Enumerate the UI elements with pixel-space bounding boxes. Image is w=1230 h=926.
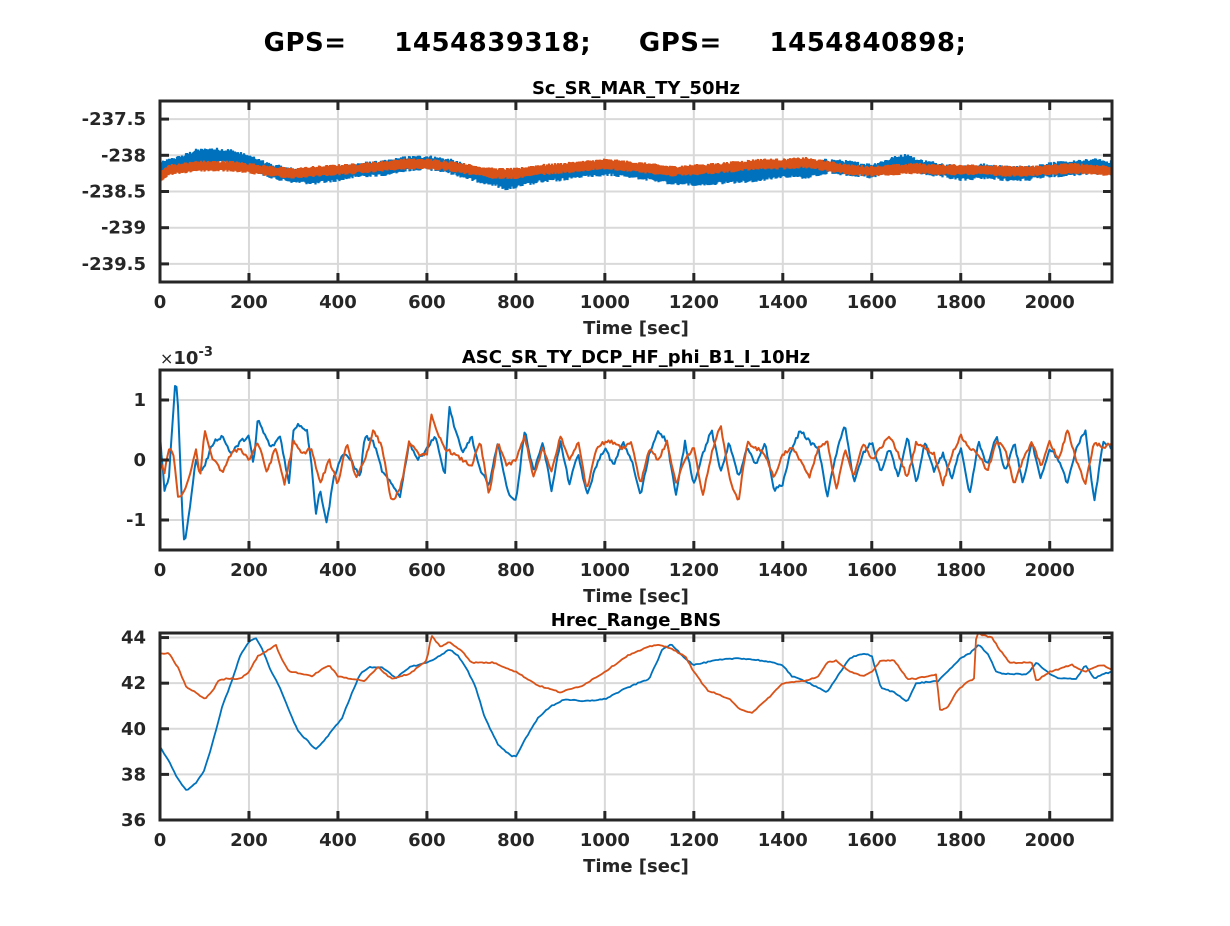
exponent-base: 10 <box>173 348 198 369</box>
x-tick-label: 800 <box>497 292 535 313</box>
series-line-2 <box>160 157 1112 182</box>
x-tick-label: 0 <box>154 560 167 581</box>
x-axis-label: Time [sec] <box>583 856 689 877</box>
x-tick-label: 0 <box>154 830 167 851</box>
y-tick-label: 38 <box>121 764 146 785</box>
y-tick-label: 1 <box>133 390 146 411</box>
x-tick-label: 1800 <box>936 292 986 313</box>
x-tick-label: 1400 <box>758 560 808 581</box>
series-line-2 <box>160 413 1112 501</box>
x-tick-label: 1000 <box>580 292 630 313</box>
series-line-2 <box>160 633 1112 714</box>
x-tick-label: 200 <box>230 830 268 851</box>
subplot-title: Hrec_Range_BNS <box>551 610 721 631</box>
x-tick-label: 400 <box>319 830 357 851</box>
subplot-sc-sr-mar-ty: Sc_SR_MAR_TY_50Hz Time [sec] 0 200 400 600 8… <box>82 78 1114 339</box>
x-tick-label: 1800 <box>936 560 986 581</box>
x-tick-label: 400 <box>319 292 357 313</box>
x-tick-label: 1000 <box>580 560 630 581</box>
y-tick-label: -238 <box>101 145 146 166</box>
x-axis-label: Time [sec] <box>583 586 689 607</box>
series-group <box>160 147 1112 191</box>
x-tick-label: 1400 <box>758 292 808 313</box>
x-tick-label: 1200 <box>669 560 719 581</box>
x-tick-label: 2000 <box>1025 830 1075 851</box>
y-tick-label: -238.5 <box>82 182 146 203</box>
y-tick-label: -237.5 <box>82 109 146 130</box>
y-tick-label: -1 <box>126 510 146 531</box>
x-tick-label: 1000 <box>580 830 630 851</box>
series-group <box>160 633 1112 791</box>
y-tick-label: 40 <box>121 719 146 740</box>
x-axis-label: Time [sec] <box>583 318 689 339</box>
x-tick-label: 1200 <box>669 830 719 851</box>
x-tick-label: 1400 <box>758 830 808 851</box>
x-tick-label: 600 <box>408 292 446 313</box>
x-tick-label: 1200 <box>669 292 719 313</box>
plot-area <box>160 633 1112 820</box>
x-tick-label: 800 <box>497 830 535 851</box>
axes-box <box>158 631 1114 822</box>
times-sign: × <box>160 349 173 368</box>
y-tick-label: 42 <box>121 673 146 694</box>
x-tick-label: 200 <box>230 560 268 581</box>
x-tick-label: 200 <box>230 292 268 313</box>
x-tick-label: 400 <box>319 560 357 581</box>
exponent-power: -3 <box>198 345 212 360</box>
x-tick-label: 0 <box>154 292 167 313</box>
y-tick-label: -239 <box>101 218 146 239</box>
x-tick-label: 600 <box>408 560 446 581</box>
y-tick-label: 0 <box>133 450 146 471</box>
y-exponent-label: ×10-3 <box>160 345 213 369</box>
y-tick-label: 36 <box>121 810 146 831</box>
series-line-1 <box>160 385 1112 541</box>
x-tick-label: 1600 <box>847 830 897 851</box>
x-tick-label: 800 <box>497 560 535 581</box>
x-tick-label: 1600 <box>847 292 897 313</box>
y-tick-label: 44 <box>121 628 146 649</box>
subplot-title: Sc_SR_MAR_TY_50Hz <box>532 78 740 99</box>
x-tick-label: 600 <box>408 830 446 851</box>
subplot-asc-sr-ty-dcp: ASC_SR_TY_DCP_HF_phi_B1_I_10Hz Time [sec… <box>126 345 1114 607</box>
subplot-hrec-range-bns: Hrec_Range_BNS Time [sec] 0 200 400 600 800 1… <box>121 610 1114 877</box>
subplot-title: ASC_SR_TY_DCP_HF_phi_B1_I_10Hz <box>462 347 810 368</box>
x-tick-label: 2000 <box>1025 292 1075 313</box>
y-tick-label: -239.5 <box>82 254 146 275</box>
series-line-1 <box>160 637 1112 791</box>
figure-suptitle: GPS= 1454839318; GPS= 1454840898; <box>263 28 967 58</box>
x-tick-label: 1600 <box>847 560 897 581</box>
series-group <box>160 385 1112 541</box>
x-tick-label: 1800 <box>936 830 986 851</box>
x-tick-label: 2000 <box>1025 560 1075 581</box>
